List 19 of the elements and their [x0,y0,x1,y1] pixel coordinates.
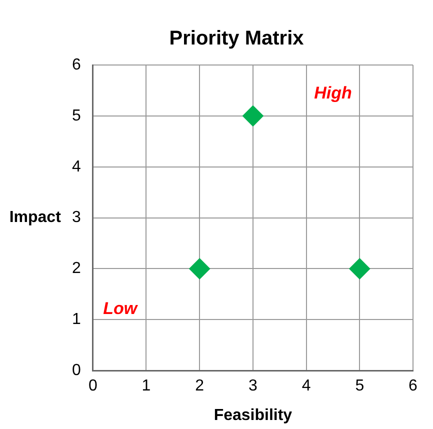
x-tick-label: 4 [302,378,311,395]
y-tick-label: 3 [72,209,81,226]
y-tick-label: 2 [72,260,81,278]
x-tick-label: 1 [142,378,151,395]
annotation: Low [103,299,139,318]
y-tick-label: 6 [72,56,81,74]
x-tick-label: 0 [88,378,98,395]
y-tick-label: 1 [72,311,81,328]
y-tick-label: 0 [72,362,81,380]
annotation: High [314,84,352,103]
x-tick-label: 2 [195,378,204,395]
y-tick-label: 4 [72,158,81,176]
y-tick-label: 5 [72,107,81,124]
x-axis-title: Feasibility [214,406,292,424]
x-tick-label: 3 [248,378,258,395]
x-tick-label: 5 [355,378,364,395]
y-axis-title: Impact [9,209,62,226]
x-tick-label: 6 [408,378,418,395]
chart-title: Priority Matrix [169,28,304,50]
